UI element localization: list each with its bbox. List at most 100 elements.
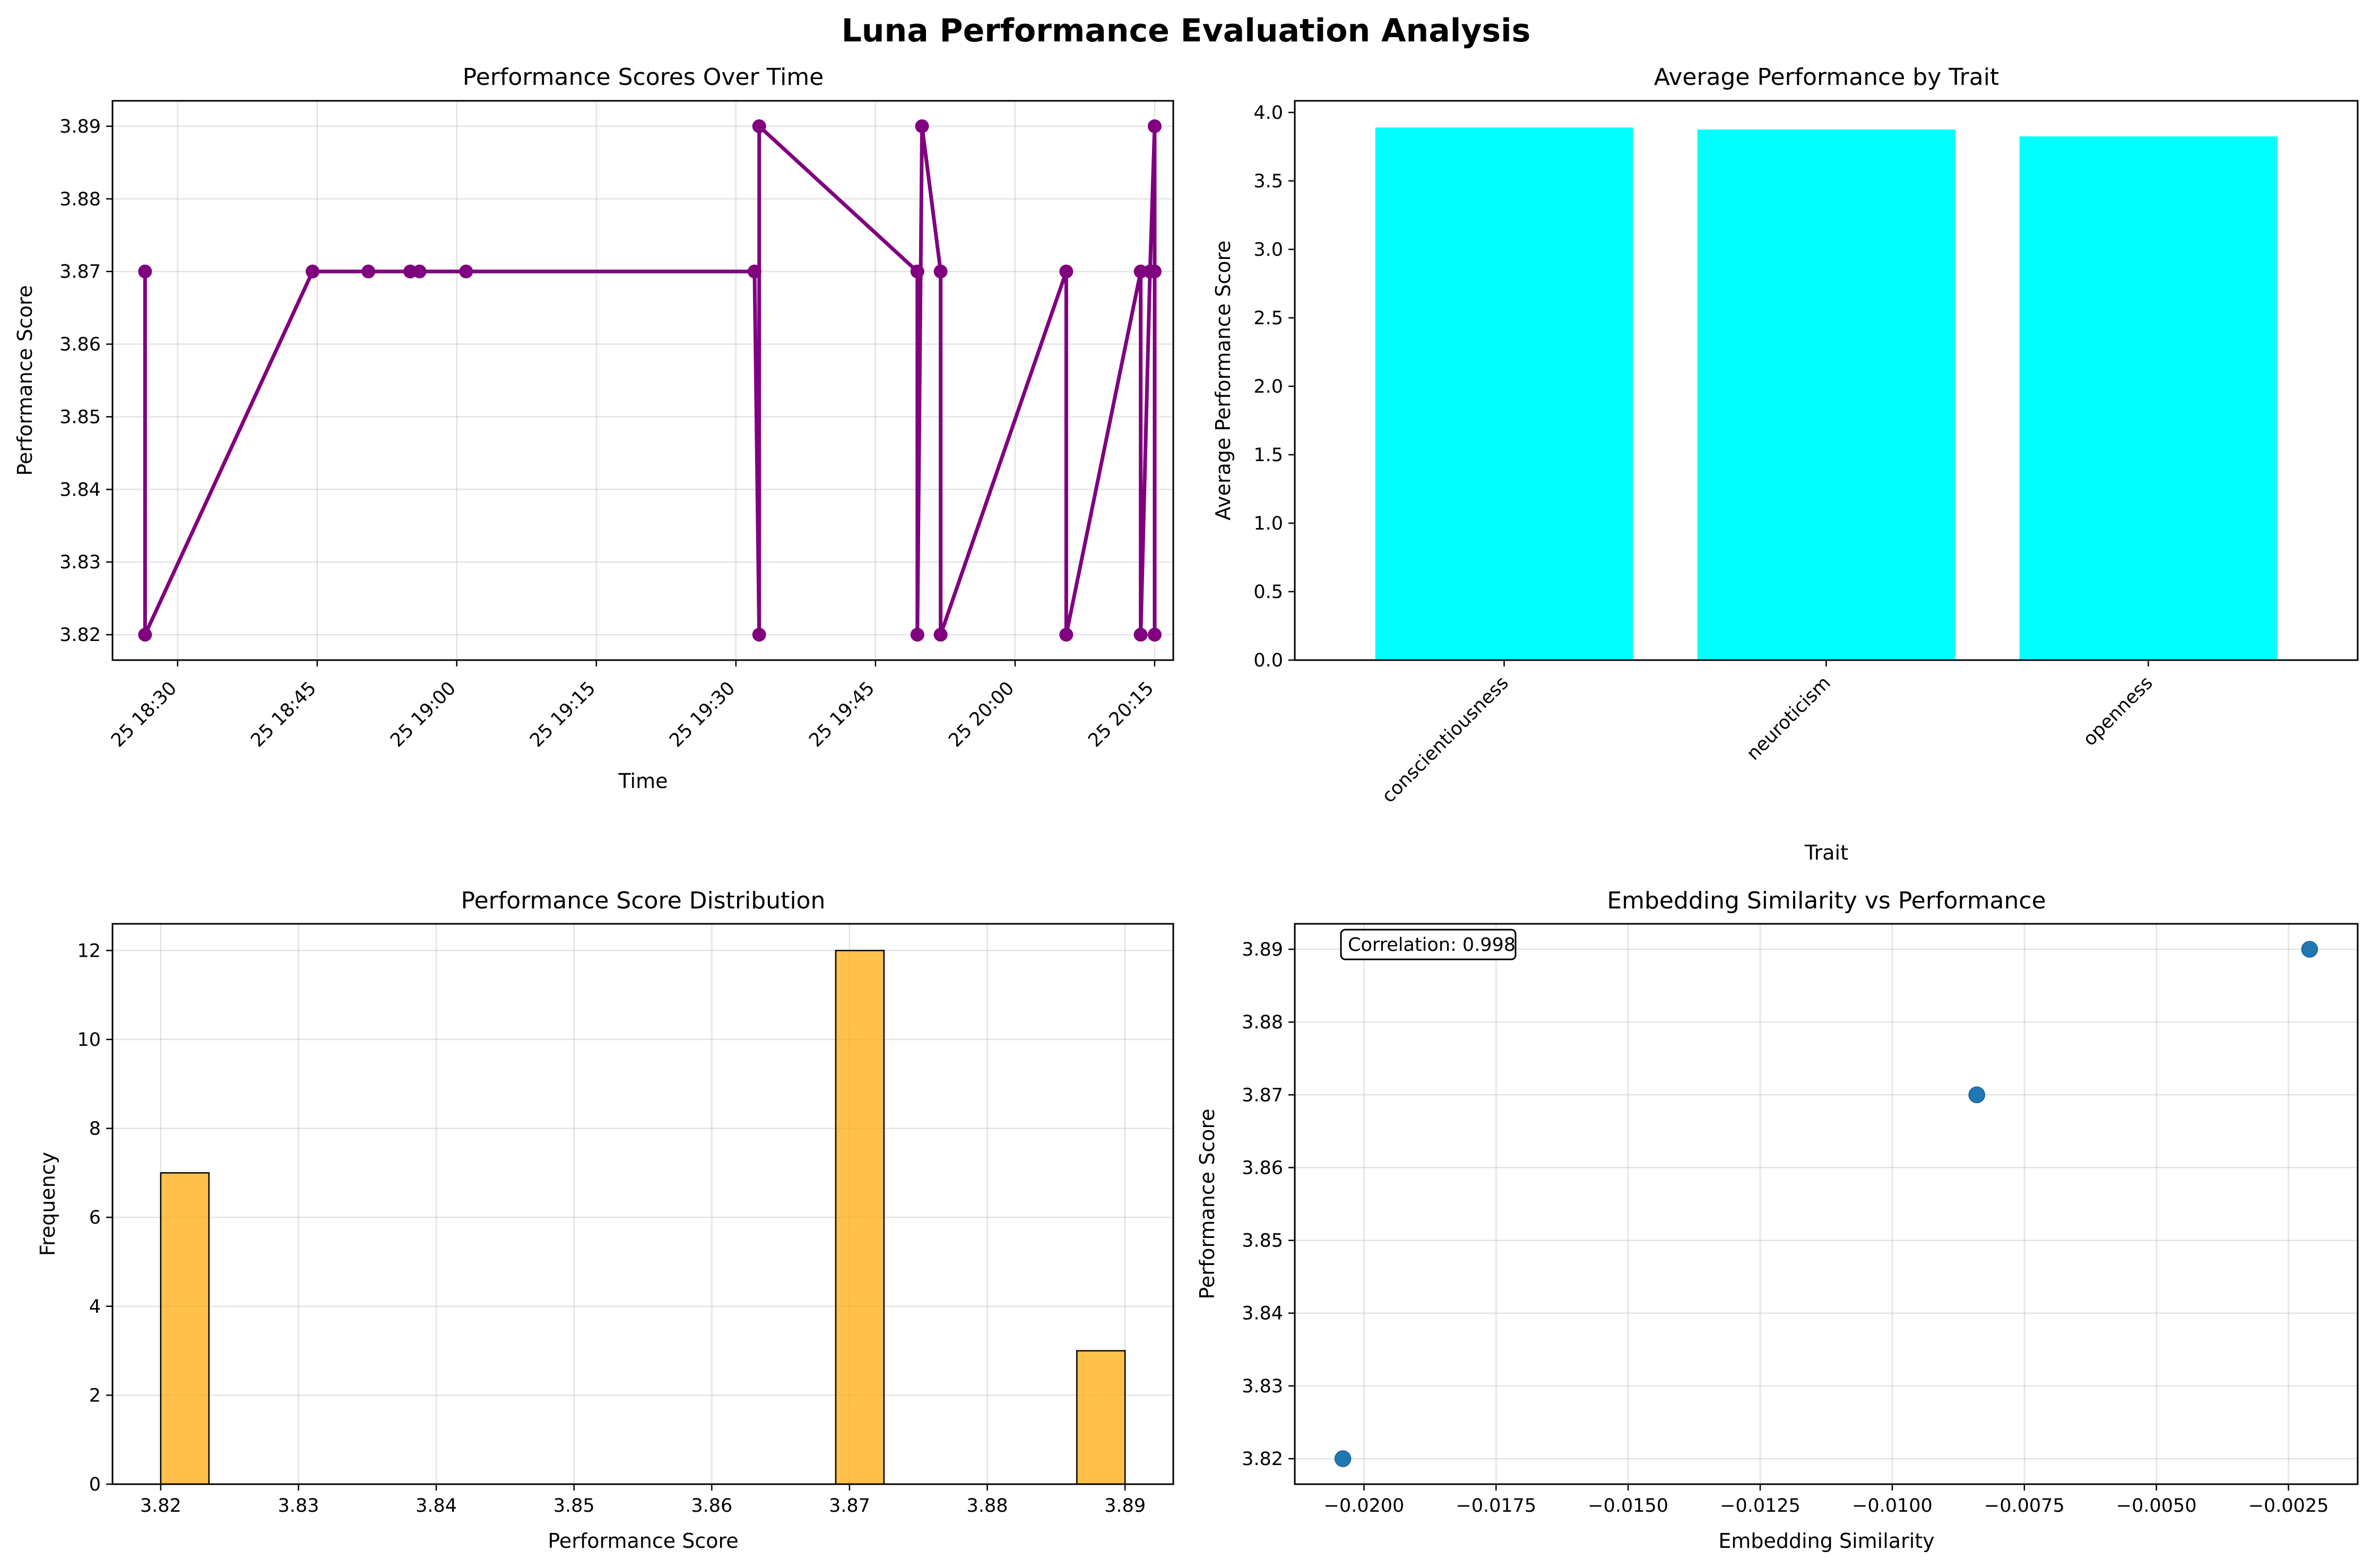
scatter-x-tick-label: −0.0125: [1720, 1495, 1800, 1517]
trait-bar-title: Average Performance by Trait: [1654, 64, 1999, 91]
timeline-point: [933, 264, 948, 279]
timeline-x-tick-label: 25 18:30: [107, 678, 181, 751]
timeline-x-axis-label: Time: [618, 769, 668, 793]
trait-bar-x-axis-label: Trait: [1804, 841, 1848, 864]
trait-bar-category-label: openness: [2079, 672, 2157, 750]
timeline-point: [361, 264, 376, 279]
trait-bar-category-label: neuroticism: [1743, 672, 1835, 765]
timeline-point: [412, 264, 427, 279]
correlation-annotation-box: [1340, 929, 1517, 960]
scatter-title: Embedding Similarity vs Performance: [1607, 887, 2046, 914]
timeline-point: [1059, 628, 1074, 642]
timeline-y-tick-label: 3.87: [59, 262, 101, 283]
scatter-x-tick-label: −0.0150: [1588, 1495, 1668, 1517]
correlation-annotation: Correlation: 0.998: [1348, 934, 1516, 956]
histogram-y-tick-label: 4: [89, 1296, 101, 1318]
scatter-x-tick-label: −0.0100: [1852, 1495, 1933, 1517]
timeline-y-tick-label: 3.82: [59, 625, 101, 646]
histogram-x-tick-label: 3.87: [829, 1495, 870, 1517]
timeline-point: [138, 628, 152, 642]
trait-bar-y-tick-label: 3.0: [1253, 239, 1283, 261]
scatter-x-tick-label: −0.0175: [1456, 1495, 1536, 1517]
timeline-x-tick-label: 25 19:00: [386, 678, 460, 751]
scatter-x-tick-label: −0.0200: [1324, 1495, 1405, 1517]
timeline-point: [1147, 264, 1162, 279]
histogram-x-tick-label: 3.84: [415, 1495, 457, 1517]
timeline-point: [1059, 264, 1074, 279]
timeline-point: [306, 264, 320, 279]
histogram-y-tick-label: 0: [89, 1474, 101, 1495]
timeline-y-tick-label: 3.88: [59, 189, 101, 210]
scatter-x-axis-label: Embedding Similarity: [1718, 1529, 1934, 1553]
trait-bar-openness: [2019, 136, 2278, 660]
scatter-y-axis-label: Performance Score: [1196, 1108, 1219, 1299]
timeline-point: [1133, 628, 1148, 642]
histogram-y-tick-label: 2: [89, 1385, 101, 1406]
timeline-point: [1147, 628, 1162, 642]
timeline-point: [910, 628, 924, 642]
histogram-x-tick-label: 3.89: [1104, 1495, 1146, 1517]
trait-bar-y-tick-label: 0.5: [1253, 582, 1283, 603]
histogram-bar: [835, 950, 885, 1485]
scatter-y-tick-label: 3.82: [1242, 1449, 1283, 1470]
histogram-y-tick-label: 6: [89, 1207, 101, 1228]
timeline-y-tick-label: 3.84: [59, 479, 101, 500]
timeline-point: [138, 264, 152, 279]
scatter-y-tick-label: 3.85: [1242, 1231, 1283, 1252]
timeline-series-line: [143, 124, 1157, 637]
histogram-y-tick-label: 12: [77, 940, 101, 961]
scatter-y-tick-label: 3.84: [1242, 1303, 1283, 1324]
timeline-y-tick-label: 3.85: [59, 406, 101, 428]
histogram-y-axis-label: Frequency: [36, 1152, 59, 1256]
trait-bar-y-tick-label: 1.5: [1253, 445, 1283, 466]
timeline-point: [752, 628, 766, 642]
trait-bar-panel: Average Performance by Trait 0.0 0.5 1.0 1.…: [1211, 64, 2359, 864]
timeline-point: [459, 264, 473, 279]
trait-bar-y-tick-label: 1.0: [1253, 513, 1283, 534]
histogram-x-tick-label: 3.82: [140, 1495, 181, 1517]
histogram-x-axis-label: Performance Score: [548, 1529, 738, 1553]
timeline-x-tick-label: 25 19:30: [665, 678, 739, 751]
scatter-x-tick-label: −0.0075: [1984, 1495, 2065, 1517]
trait-bar-category-label: conscientiousness: [1378, 672, 1513, 807]
histogram-x-tick-label: 3.83: [278, 1495, 319, 1517]
scatter-y-tick-label: 3.87: [1242, 1085, 1283, 1106]
timeline-point: [933, 628, 948, 642]
trait-bar-y-tick-label: 2.5: [1253, 308, 1283, 329]
timeline-x-tick-label: 25 20:00: [945, 678, 1018, 751]
scatter-x-tick-label: −0.0025: [2248, 1495, 2329, 1517]
trait-bar-conscientiousness: [1375, 127, 1633, 660]
timeline-plot-area: [111, 100, 1174, 661]
timeline-x-tick-label: 25 18:45: [247, 678, 321, 751]
histogram-x-tick-label: 3.88: [967, 1495, 1008, 1517]
timeline-y-tick-label: 3.83: [59, 552, 101, 573]
figure-title: Luna Performance Evaluation Analysis: [842, 12, 1531, 49]
histogram-y-tick-label: 10: [77, 1029, 101, 1051]
trait-bar-y-tick-label: 4.0: [1253, 102, 1283, 124]
trait-bar-y-axis-label: Average Performance Score: [1211, 240, 1235, 520]
timeline-y-tick-label: 3.89: [59, 116, 101, 137]
scatter-point: [1334, 1450, 1352, 1467]
timeline-x-tick-label: 25 19:15: [526, 678, 600, 751]
trait-bar-y-tick-label: 3.5: [1253, 171, 1283, 192]
timeline-y-tick-label: 3.86: [59, 334, 101, 356]
trait-bar-y-tick-label: 0.0: [1253, 650, 1283, 671]
scatter-y-tick-label: 3.86: [1242, 1157, 1283, 1179]
histogram-x-tick-label: 3.85: [553, 1495, 595, 1517]
timeline-title: Performance Scores Over Time: [463, 64, 824, 91]
histogram-bar: [160, 1172, 210, 1485]
timeline-panel: Performance Scores Over Time 25 18:30 25 …: [13, 64, 1174, 793]
scatter-y-tick-label: 3.83: [1242, 1376, 1283, 1397]
timeline-point: [1147, 119, 1162, 133]
scatter-plot-area: [1294, 923, 2359, 1485]
timeline-y-axis-label: Performance Score: [13, 285, 37, 475]
histogram-bar: [1076, 1350, 1126, 1485]
timeline-x-tick-label: 25 20:15: [1084, 678, 1158, 751]
timeline-point: [747, 264, 761, 279]
timeline-x-tick-label: 25 19:45: [805, 678, 879, 751]
histogram-x-tick-label: 3.86: [691, 1495, 732, 1517]
histogram-panel: Performance Score Distribution 3.82 3.83 3…: [36, 887, 1174, 1553]
trait-bar-y-tick-label: 2.0: [1253, 376, 1283, 397]
histogram-y-tick-label: 8: [89, 1119, 101, 1140]
